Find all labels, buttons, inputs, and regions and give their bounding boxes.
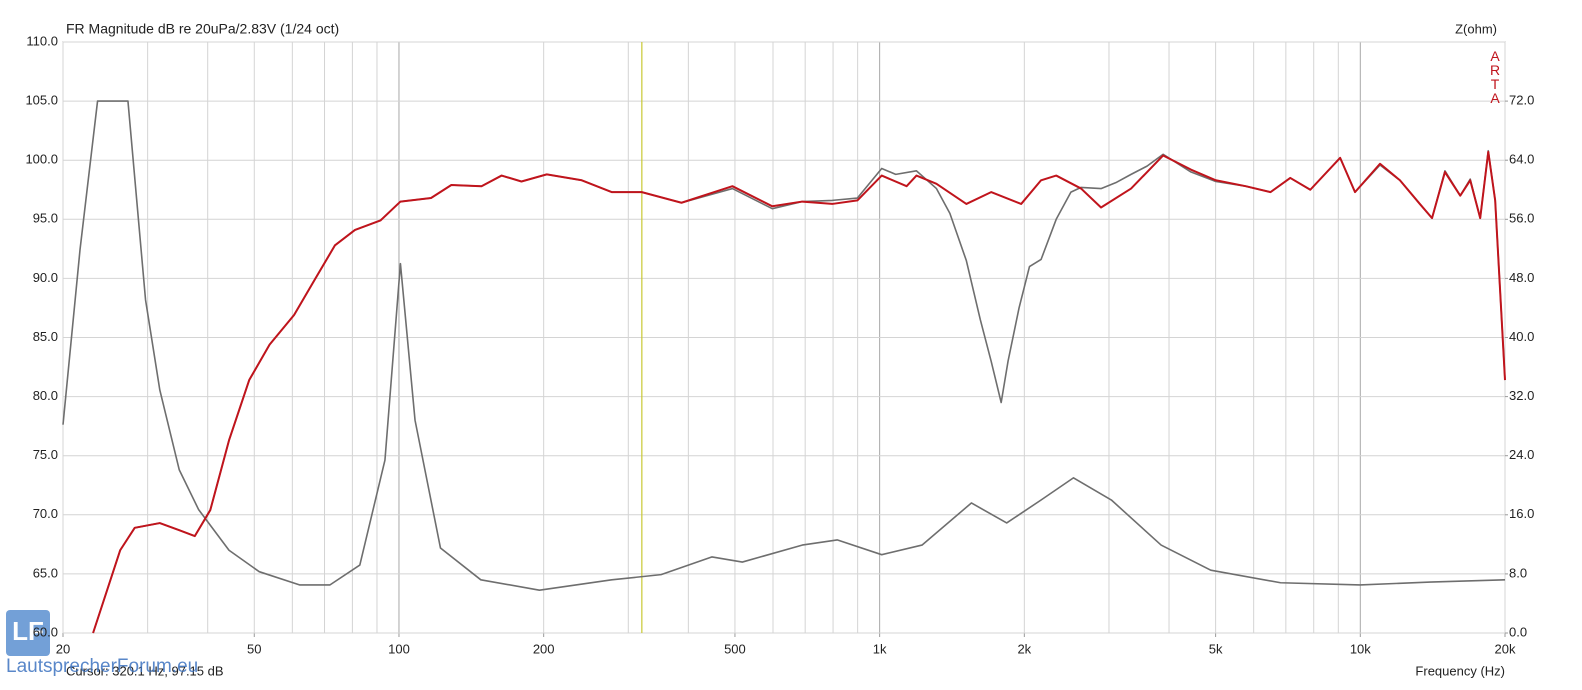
x-tick-label: 20 bbox=[56, 641, 70, 656]
y-tick-label: 100.0 bbox=[25, 152, 58, 167]
x-tick-label: 100 bbox=[388, 641, 410, 656]
watermark-logo: LF bbox=[12, 616, 44, 646]
x-axis-label: Frequency (Hz) bbox=[1415, 663, 1505, 678]
y-tick-label: 85.0 bbox=[33, 329, 58, 344]
brand: ARTA bbox=[1487, 48, 1503, 104]
y2-tick-label: 0.0 bbox=[1509, 624, 1527, 639]
y2-tick-label: 40.0 bbox=[1509, 329, 1534, 344]
y-tick-label: 70.0 bbox=[33, 506, 58, 521]
x-tick-label: 1k bbox=[873, 641, 887, 656]
x-tick-label: 20k bbox=[1495, 641, 1516, 656]
y-tick-label: 105.0 bbox=[25, 93, 58, 108]
y2-tick-label: 48.0 bbox=[1509, 270, 1534, 285]
y-tick-label: 95.0 bbox=[33, 211, 58, 226]
cursor-readout: Cursor: 320.1 Hz, 97.15 dB bbox=[66, 663, 224, 678]
watermark-logo-box bbox=[6, 610, 50, 656]
y-tick-label: 90.0 bbox=[33, 270, 58, 285]
x-tick-label: 10k bbox=[1350, 641, 1371, 656]
y-tick-label: 80.0 bbox=[33, 388, 58, 403]
chart-title: FR Magnitude dB re 20uPa/2.83V (1/24 oct… bbox=[66, 21, 339, 37]
y-tick-label: 60.0 bbox=[33, 624, 58, 639]
y2-tick-label: 24.0 bbox=[1509, 447, 1534, 462]
response-line bbox=[92, 150, 1506, 634]
y-tick-label: 65.0 bbox=[33, 565, 58, 580]
y-tick-label: 75.0 bbox=[33, 447, 58, 462]
x-tick-label: 50 bbox=[247, 641, 261, 656]
watermark-text: LautsprecherForum.eu bbox=[6, 656, 198, 677]
x-tick-label: 200 bbox=[533, 641, 555, 656]
y2-axis-label: Z(ohm) bbox=[1455, 21, 1497, 36]
x-tick-label: 500 bbox=[724, 641, 746, 656]
y2-tick-label: 8.0 bbox=[1509, 565, 1527, 580]
y-tick-label: 110.0 bbox=[26, 33, 58, 48]
y2-tick-label: 56.0 bbox=[1509, 211, 1534, 226]
y2-tick-label: 16.0 bbox=[1509, 506, 1534, 521]
x-tick-label: 5k bbox=[1209, 641, 1223, 656]
y2-tick-label: 64.0 bbox=[1509, 152, 1534, 167]
y2-tick-label: 32.0 bbox=[1509, 388, 1534, 403]
x-tick-label: 2k bbox=[1017, 641, 1031, 656]
impedance-line bbox=[62, 100, 1506, 591]
y2-tick-label: 72.0 bbox=[1509, 93, 1534, 108]
